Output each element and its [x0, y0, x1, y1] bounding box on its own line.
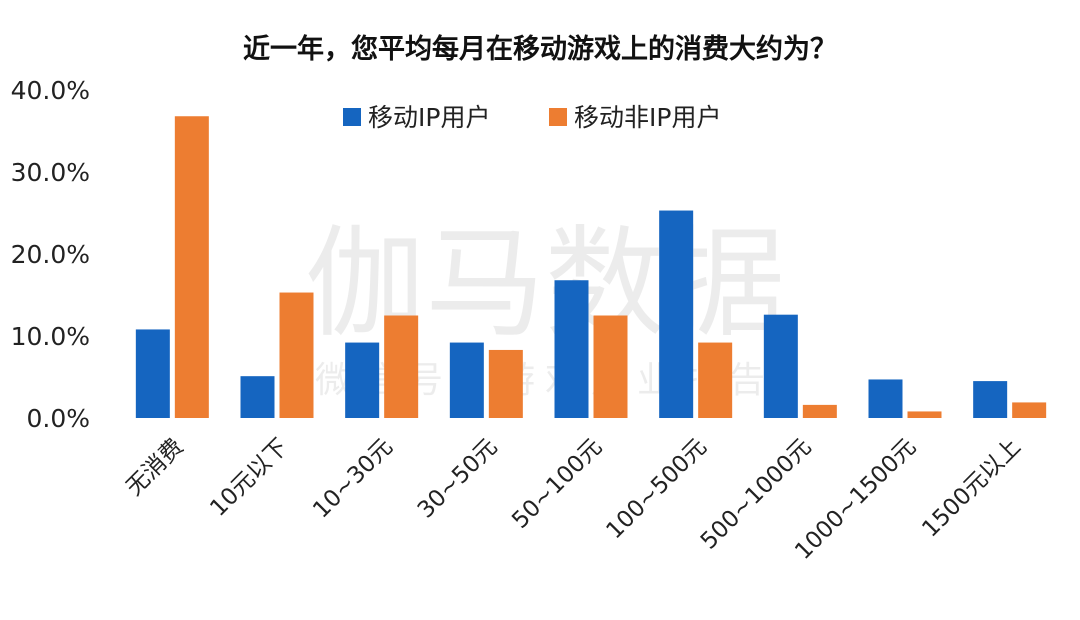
bar-non-ip-8	[1012, 402, 1047, 418]
bar-ip-0	[135, 329, 170, 418]
bar-ip-7	[868, 379, 903, 418]
x-tick-label: 30~50元	[413, 434, 503, 524]
y-tick-label: 0.0%	[26, 404, 90, 433]
bar-non-ip-2	[384, 315, 419, 418]
bar-non-ip-0	[174, 116, 209, 419]
legend-label-non-ip: 移动非IP用户	[574, 103, 721, 132]
bar-ip-6	[763, 314, 798, 418]
y-tick-label: 30.0%	[11, 158, 90, 187]
bar-ip-2	[345, 342, 380, 418]
legend-swatch-non-ip	[549, 108, 567, 126]
legend-swatch-ip	[343, 108, 361, 126]
y-tick-label: 10.0%	[11, 322, 90, 351]
legend: 移动IP用户 移动非IP用户	[343, 103, 721, 132]
x-tick-label: 无消费	[121, 434, 188, 501]
bar-ip-4	[554, 280, 589, 418]
bar-non-ip-5	[698, 342, 733, 418]
y-axis: 0.0% 10.0% 20.0% 30.0% 40.0%	[11, 76, 90, 433]
x-tick-label: 50~100元	[507, 434, 607, 534]
bar-non-ip-3	[488, 349, 523, 418]
bar-non-ip-4	[593, 315, 628, 418]
y-tick-label: 40.0%	[11, 76, 90, 105]
x-tick-label: 10元以下	[205, 434, 293, 522]
watermark-main: 伽马数据	[305, 215, 785, 354]
x-tick-label: 500~1000元	[696, 434, 817, 555]
bars	[135, 116, 1047, 419]
bar-ip-8	[973, 381, 1008, 418]
bar-ip-1	[240, 376, 275, 418]
x-axis: 无消费 10元以下 10~30元 30~50元 50~100元100~500元500~1…	[121, 434, 1026, 565]
bar-ip-5	[659, 210, 694, 418]
y-tick-label: 20.0%	[11, 240, 90, 269]
bar-non-ip-7	[907, 411, 942, 418]
bar-non-ip-6	[802, 404, 837, 418]
x-tick-label: 100~500元	[602, 434, 712, 544]
x-tick-label: 10~30元	[308, 434, 398, 524]
x-tick-label: 1500元以上	[917, 434, 1026, 543]
bar-non-ip-1	[279, 292, 314, 418]
bar-ip-3	[449, 342, 484, 418]
legend-label-ip: 移动IP用户	[368, 103, 490, 132]
chart-title: 近一年，您平均每月在移动游戏上的消费大约为？	[243, 33, 837, 65]
